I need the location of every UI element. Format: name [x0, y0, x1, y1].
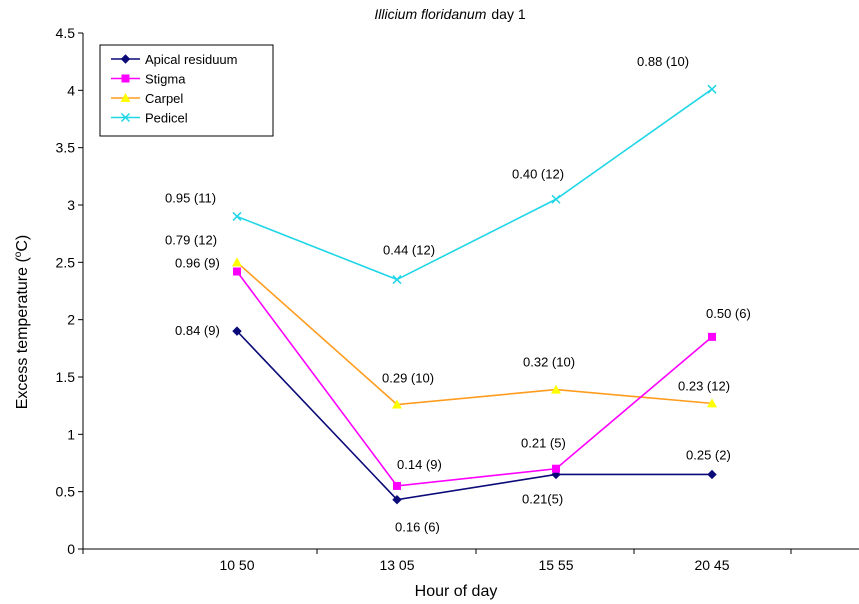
- data-label: 0.50 (6): [706, 306, 751, 321]
- data-label: 0.29 (10): [382, 371, 434, 386]
- series-line: [236, 88, 713, 281]
- y-tick-label: 3: [67, 197, 75, 213]
- data-point: [393, 481, 401, 490]
- data-point: [708, 332, 716, 341]
- series-line: [236, 271, 713, 487]
- data-label: 0.96 (9): [175, 256, 220, 271]
- y-tick-label: 2.5: [56, 254, 76, 270]
- y-tick-label: 0.5: [56, 484, 76, 500]
- data-point: [232, 211, 242, 221]
- data-label: 0.21 (5): [521, 436, 566, 451]
- data-point: [233, 267, 241, 276]
- data-label: 0.79 (12): [165, 232, 217, 247]
- legend-label: Apical residuum: [145, 52, 238, 67]
- series-line: [236, 330, 712, 501]
- data-point: [551, 384, 561, 394]
- data-labels-stigma: 0.96 (9) 0.14 (9) 0.21 (5) 0.50 (6): [175, 256, 751, 472]
- y-tick-label: 2: [67, 312, 75, 328]
- x-tick-label: 10 50: [219, 557, 254, 573]
- data-point: [392, 275, 402, 285]
- legend-marker: [120, 93, 131, 102]
- x-tick-label: 20 45: [694, 557, 729, 573]
- data-point: [552, 464, 560, 473]
- data-label: 0.32 (10): [523, 355, 575, 370]
- series-pedicel: [232, 84, 717, 285]
- data-label: 0.95 (11): [165, 190, 216, 205]
- y-tick-label: 4: [67, 82, 75, 98]
- data-labels-apical-residuum: 0.84 (9) 0.16 (6) 0.21(5) 0.25 (2): [175, 323, 731, 535]
- chart-title-day: day 1: [491, 6, 525, 22]
- x-axis-label: Hour of day: [415, 583, 498, 600]
- x-tick-label: 15 55: [538, 557, 573, 573]
- data-labels-carpel: 0.79 (12) 0.29 (10) 0.32 (10) 0.23 (12): [165, 232, 730, 393]
- x-tick-label: 13 05: [379, 557, 414, 573]
- data-label: 0.21(5): [522, 491, 563, 506]
- data-label: 0.25 (2): [686, 447, 731, 462]
- y-tick-label: 1: [67, 426, 75, 442]
- axes: 0 0.5 1 1.5 2 2.5 3 3.5 4 4.5 10 50 13 05 15 55 20 45: [56, 25, 859, 573]
- data-label: 0.88 (10): [637, 54, 689, 69]
- data-label: 0.44 (12): [383, 243, 435, 258]
- data-point: [707, 469, 717, 480]
- chart-title: Illicium floridanum day 1: [374, 6, 526, 22]
- legend-label: Stigma: [145, 72, 186, 87]
- data-point: [392, 399, 402, 409]
- legend: Apical residuum Stigma Carpel Pedicel: [99, 44, 274, 137]
- data-point: [232, 326, 242, 336]
- legend-marker: [120, 54, 131, 64]
- legend-item: Pedicel: [111, 111, 188, 126]
- legend-item: Apical residuum: [111, 52, 238, 67]
- y-axis-label: Excess temperature (oC): [13, 235, 31, 410]
- legend-item: Carpel: [111, 91, 183, 106]
- data-labels-pedicel: 0.95 (11) 0.44 (12) 0.40 (12) 0.88 (10): [165, 54, 689, 257]
- data-point: [707, 84, 717, 94]
- series-stigma: [233, 267, 716, 490]
- data-label: 0.14 (9): [397, 457, 442, 472]
- data-label: 0.23 (12): [678, 378, 730, 393]
- series-line: [236, 261, 713, 406]
- data-point: [392, 494, 402, 505]
- data-point: [551, 194, 561, 204]
- legend-marker: [120, 112, 131, 123]
- y-tick-label: 3.5: [56, 140, 76, 156]
- data-label: 0.40 (12): [512, 166, 564, 181]
- data-label: 0.84 (9): [175, 323, 220, 338]
- legend-item: Stigma: [111, 72, 186, 87]
- y-tick-label: 0: [67, 541, 75, 557]
- data-point: [707, 398, 717, 408]
- legend-label: Carpel: [145, 91, 183, 106]
- data-label: 0.16 (6): [395, 520, 440, 535]
- series-carpel: [232, 257, 717, 409]
- data-point: [232, 257, 242, 267]
- legend-label: Pedicel: [145, 111, 188, 126]
- chart-title-species: Illicium floridanum: [374, 6, 486, 22]
- legend-marker: [121, 74, 130, 83]
- y-tick-label: 1.5: [56, 369, 76, 385]
- y-tick-label: 4.5: [56, 25, 76, 41]
- series-layer: 0.84 (9)0.16 (6)0.21(5)0.25 (2)0.96 (9)0…: [165, 54, 751, 535]
